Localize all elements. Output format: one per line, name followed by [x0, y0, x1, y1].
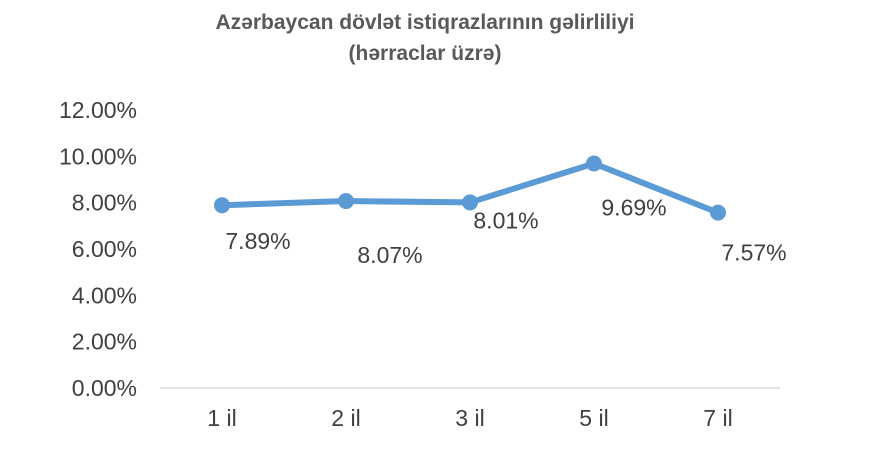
x-tick-label: 3 il [455, 405, 484, 431]
x-tick-label: 1 il [207, 405, 236, 431]
y-tick-label: 0.00% [72, 375, 137, 401]
x-tick-label: 5 il [579, 405, 608, 431]
data-point [710, 204, 726, 221]
x-tick-label: 2 il [331, 405, 360, 431]
data-point [338, 193, 354, 210]
y-tick-label: 2.00% [72, 329, 137, 355]
y-axis-ticks: 0.00% 2.00% 4.00% 6.00% 8.00% 10.00% 12.00% [59, 97, 137, 401]
y-tick-label: 6.00% [72, 236, 137, 262]
data-points [214, 155, 726, 221]
x-tick-label: 7 il [703, 405, 732, 431]
x-axis-ticks: 1 il 2 il 3 il 5 il 7 il [207, 405, 732, 431]
data-point [214, 197, 230, 214]
y-tick-label: 12.00% [59, 97, 137, 123]
data-point [462, 194, 478, 211]
data-label: 8.01% [473, 207, 538, 233]
y-tick-label: 4.00% [72, 282, 137, 308]
data-point [586, 155, 602, 172]
chart-subtitle: (hərraclar üzrə) [349, 42, 502, 65]
data-label: 7.89% [225, 228, 290, 254]
data-label: 7.57% [721, 240, 786, 266]
data-labels: 7.89% 8.07% 8.01% 9.69% 7.57% [225, 195, 786, 269]
y-tick-label: 10.00% [59, 143, 137, 169]
data-label: 8.07% [357, 242, 422, 268]
y-tick-label: 8.00% [72, 190, 137, 216]
chart-title: Azərbaycan dövlət istiqrazlarının gəlirl… [216, 11, 635, 34]
data-label: 9.69% [601, 195, 666, 221]
